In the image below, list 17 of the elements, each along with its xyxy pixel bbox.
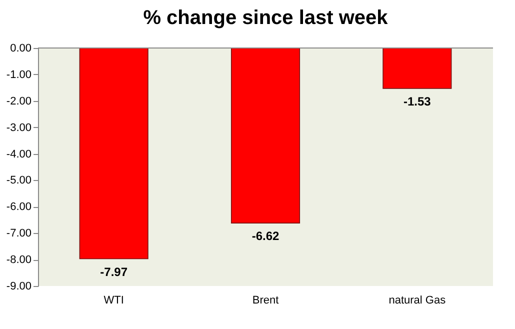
y-tick-label: -5.00 [6, 174, 32, 187]
y-tick-label: -7.00 [6, 228, 32, 240]
y-tick-label: -4.00 [6, 148, 32, 160]
y-tick-label: -6.00 [6, 201, 32, 214]
y-tick-label: 0.00 [10, 42, 32, 54]
x-tick-label: natural Gas [388, 294, 446, 306]
y-tick-label: -1.00 [6, 68, 32, 81]
y-tick-label: -9.00 [6, 280, 32, 292]
data-label: -1.53 [403, 94, 432, 108]
x-tick-label: WTI [104, 294, 124, 306]
x-tick-label: Brent [252, 294, 279, 306]
data-label: -7.97 [100, 264, 128, 279]
chart-title: % change since last week [143, 7, 389, 29]
y-tick-label: -2.00 [6, 95, 32, 108]
data-label: -6.62 [252, 229, 280, 244]
y-tick-label: -3.00 [6, 122, 32, 134]
y-tick-label: -8.00 [6, 254, 32, 266]
